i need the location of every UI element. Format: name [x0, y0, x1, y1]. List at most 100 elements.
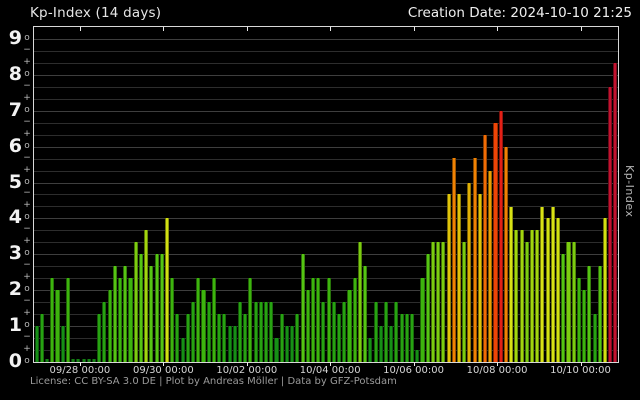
kp-bar — [149, 266, 154, 362]
kp-bar — [310, 278, 316, 362]
y-subtick-7−: − — [23, 116, 31, 127]
kp-bar — [144, 230, 149, 362]
kp-bar — [587, 266, 592, 362]
gridline-kp-0.33 — [34, 350, 618, 351]
kp-bar — [227, 326, 232, 362]
kp-bar — [514, 230, 519, 362]
kp-bar — [50, 278, 55, 362]
license-footer: License: CC BY-SA 3.0 DE | Plot by Andre… — [30, 376, 397, 387]
kp-bar — [420, 278, 425, 362]
kp-bar — [545, 218, 550, 362]
kp-bar — [45, 358, 50, 362]
gridline-kp-8.00 — [34, 74, 618, 76]
kp-bar — [243, 314, 248, 362]
y-subtick-8+: + — [23, 56, 31, 67]
x-tick-label: 10/10 00:00 — [550, 365, 611, 376]
gridline-kp-2.00 — [34, 290, 618, 292]
gridline-kp-7.67 — [34, 86, 618, 88]
kp-bar — [237, 302, 243, 362]
y-subtick-6o: o — [24, 140, 30, 151]
gridline-kp-7.00 — [34, 110, 618, 112]
y-subtick-4−: − — [23, 224, 31, 235]
kp-bar — [493, 122, 498, 362]
kp-bar — [123, 266, 128, 362]
x-tickmark-top — [246, 27, 248, 31]
kp-bar — [279, 314, 284, 362]
kp-bar — [133, 242, 138, 362]
kp-bar — [185, 314, 190, 362]
kp-bar — [399, 314, 404, 362]
y-subtick-2o: o — [24, 284, 30, 295]
x-tickmark-bottom — [246, 362, 248, 366]
kp-bar — [378, 326, 383, 362]
kp-bar — [477, 194, 482, 362]
gridline-kp-3.33 — [34, 242, 618, 244]
kp-bar — [592, 314, 597, 362]
kp-bar — [410, 314, 415, 362]
x-tickmark-bottom — [580, 362, 582, 366]
x-tick-label: 10/04 00:00 — [299, 365, 361, 376]
y-tick-0: 0 — [8, 350, 22, 372]
gridline-kp-4.67 — [34, 194, 618, 196]
kp-bar — [170, 278, 175, 362]
kp-bar — [274, 337, 279, 362]
creation-date: Creation Date: 2024-10-10 21:25 — [407, 5, 632, 21]
gridline-kp-4.00 — [34, 218, 618, 220]
gridline-kp-5.00 — [34, 182, 618, 184]
kp-bar — [97, 314, 102, 362]
gridline-kp-6.00 — [34, 146, 618, 148]
kp-bar — [383, 302, 389, 362]
y-subtick-7+: + — [23, 92, 31, 103]
gridline-kp-6.67 — [34, 122, 618, 124]
kp-bar — [316, 278, 321, 362]
kp-bar — [206, 302, 211, 362]
kp-bar — [295, 314, 300, 362]
y-tick-1: 1 — [8, 314, 22, 337]
y-subtick-9o: o — [24, 32, 30, 43]
y-subtick-5o: o — [24, 176, 30, 187]
kp-bar — [118, 278, 123, 362]
kp-bar — [65, 278, 70, 362]
kp-bar — [290, 326, 295, 362]
y-subtick-1−: − — [23, 332, 31, 343]
gridline-kp-2.33 — [34, 278, 618, 280]
y-subtick-6−: − — [23, 152, 31, 163]
kp-bar — [342, 302, 347, 362]
kp-chart-plot-area — [33, 26, 619, 363]
gridline-kp-3.00 — [34, 254, 618, 256]
kp-bar — [201, 290, 206, 362]
gridline-kp-8.67 — [34, 50, 618, 52]
kp-bar — [76, 358, 81, 362]
y-tick-4: 4 — [8, 206, 22, 229]
kp-bar — [576, 278, 581, 362]
y-subtick-9−: − — [23, 44, 31, 55]
y-tick-5: 5 — [8, 170, 22, 193]
x-tick-label: 10/02 00:00 — [216, 365, 278, 376]
kp-bar — [264, 302, 269, 362]
kp-bar — [347, 290, 352, 362]
x-tickmark-top — [497, 27, 499, 31]
kp-bar — [483, 134, 488, 362]
kp-bar — [217, 314, 222, 362]
gridline-kp-5.67 — [34, 158, 618, 160]
kp-bar — [91, 358, 97, 362]
kp-bar — [472, 158, 477, 362]
y-subtick-0o: o — [24, 356, 30, 366]
kp-bar — [556, 218, 561, 362]
gridline-kp-2.67 — [34, 266, 618, 268]
kp-bar — [222, 314, 227, 362]
kp-bar — [159, 254, 164, 362]
kp-bar — [164, 218, 170, 362]
gridline-kp-1.00 — [34, 326, 618, 328]
gridline-kp-6.33 — [34, 134, 618, 136]
kp-bar — [368, 337, 373, 362]
kp-bar — [597, 266, 602, 362]
kp-bar — [321, 302, 326, 362]
kp-bar — [535, 230, 540, 362]
y-subtick-1+: + — [23, 308, 31, 319]
y-subtick-3−: − — [23, 260, 31, 271]
y-subtick-8o: o — [24, 68, 30, 79]
kp-bar — [71, 358, 76, 362]
gridline-kp-1.67 — [34, 302, 618, 304]
gridline-kp-0.67 — [34, 338, 618, 340]
